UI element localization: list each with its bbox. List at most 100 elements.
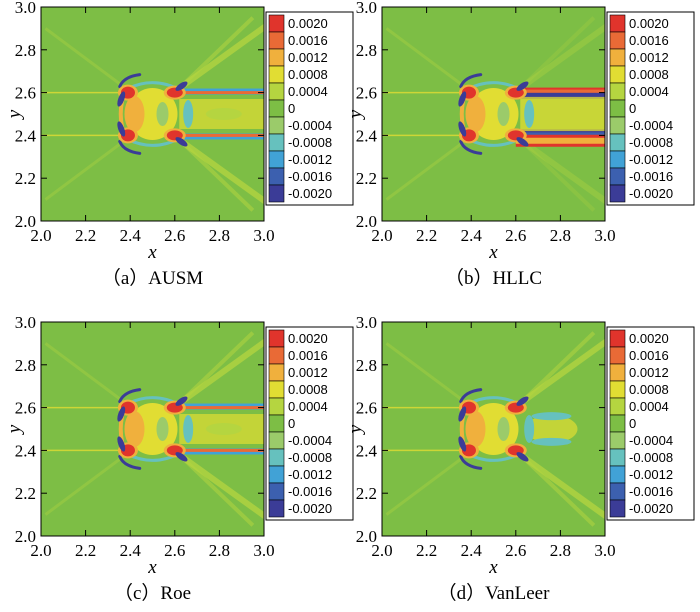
wake-band [515, 92, 605, 99]
colorbar: 0.0020 0.0016 0.0012 0.0008 0.0004 0 -0.0004 -0… [265, 11, 354, 206]
colorbar-swatch [268, 14, 285, 33]
y-tick-label: 2.2 [15, 484, 36, 503]
colorbar-label: 0.0012 [629, 365, 669, 380]
colorbar-swatch [609, 150, 626, 169]
cold-spot [458, 436, 467, 452]
plot-frame [381, 321, 606, 537]
x-tick-label: 3.0 [594, 226, 615, 245]
x-axis-label: x [147, 557, 157, 578]
wave-band [44, 453, 127, 516]
colorbar-label: 0.0008 [629, 67, 669, 82]
colorbar-label: 0.0012 [288, 50, 328, 65]
x-tick-label: 2.8 [550, 226, 571, 245]
x-tick-label: 2.0 [30, 541, 51, 560]
wake-spot [205, 108, 242, 120]
colorbar-label: 0 [629, 101, 636, 116]
colorbar-label: -0.0020 [288, 501, 332, 516]
colorbar-swatch [268, 65, 285, 84]
cylinder-right-lobe [156, 417, 169, 441]
y-tick-label: 2.8 [15, 41, 36, 60]
colorbar-swatch [268, 431, 285, 450]
cold-spot [516, 452, 529, 462]
wave-band [385, 27, 468, 90]
cold-spot [458, 121, 467, 137]
trailing-blue [524, 100, 535, 128]
cold-spot [117, 406, 126, 422]
wave-band [518, 452, 605, 520]
trailing-blue [524, 415, 535, 443]
colorbar-swatch [268, 482, 285, 501]
cold-spot [175, 137, 188, 147]
colorbar-label: -0.0008 [629, 135, 673, 150]
colorbar-swatch [609, 482, 626, 501]
x-tick-label: 2.8 [550, 541, 571, 560]
colorbar-label: 0.0020 [288, 331, 328, 346]
colorbar-swatch [268, 448, 285, 467]
panel-b: 2.0 2.2 2.4 2.6 2.8 3.0 2.0 2.2 2.4 2.6 2.8 3.0 x y 0.… [345, 0, 695, 289]
wave-band [177, 137, 264, 205]
colorbar-label: -0.0012 [629, 467, 673, 482]
colorbar-swatch [609, 48, 626, 67]
y-axis-label: y [345, 109, 366, 120]
y-tick-label: 2.2 [356, 169, 377, 188]
x-tick-label: 2.4 [120, 541, 142, 560]
colorbar-swatch [609, 329, 626, 348]
y-axis-label: y [345, 424, 366, 435]
cold-spot [516, 396, 529, 406]
wave-band [177, 452, 264, 520]
panel-c: 2.0 2.2 2.4 2.6 2.8 3.0 2.0 2.2 2.4 2.6 2.8 3.0 x y 0.… [4, 313, 354, 604]
colorbar-label: -0.0016 [629, 484, 673, 499]
colorbar-swatch [268, 150, 285, 169]
colorbar-label: 0.0020 [288, 16, 328, 31]
colorbar-swatch [268, 346, 285, 365]
colorbar-swatch [609, 99, 626, 118]
shock-arc [118, 73, 142, 89]
colorbar-swatch [609, 184, 626, 203]
colorbar-swatch [268, 116, 285, 135]
y-tick-label: 2.2 [15, 169, 36, 188]
colorbar-label: -0.0020 [629, 501, 673, 516]
y-tick-label: 2.0 [15, 212, 36, 231]
colorbar-label: 0 [288, 416, 295, 431]
colorbar-label: -0.0008 [288, 450, 332, 465]
x-tick-label: 2.6 [164, 541, 185, 560]
y-tick-label: 2.8 [356, 41, 377, 60]
cold-spot [516, 137, 529, 147]
x-tick-label: 2.8 [209, 226, 230, 245]
x-tick-label: 3.0 [253, 541, 274, 560]
wake-band [174, 406, 264, 410]
colorbar-label: 0.0016 [288, 348, 328, 363]
panel-d: 2.0 2.2 2.4 2.6 2.8 3.0 2.0 2.2 2.4 2.6 2.8 3.0 x y 0.… [345, 313, 695, 604]
colorbar: 0.0020 0.0016 0.0012 0.0008 0.0004 0 -0.0004 -0… [606, 11, 695, 206]
cold-spot [175, 396, 188, 406]
colorbar-swatch [268, 397, 285, 416]
colorbar-swatch [268, 99, 285, 118]
colorbar-swatch [268, 184, 285, 203]
plot-frame [40, 6, 265, 222]
y-tick-label: 2.4 [15, 441, 37, 460]
colorbar-label: 0 [288, 101, 295, 116]
x-tick-label: 2.2 [75, 541, 96, 560]
colorbar-label: -0.0012 [288, 467, 332, 482]
colorbar-label: 0.0012 [629, 50, 669, 65]
x-tick-label: 2.2 [416, 541, 437, 560]
colorbar-label: 0 [629, 416, 636, 431]
colorbar-swatch [609, 65, 626, 84]
x-tick-label: 3.0 [594, 541, 615, 560]
y-tick-label: 2.0 [356, 527, 377, 546]
y-tick-label: 3.0 [15, 313, 36, 332]
y-tick-label: 2.2 [356, 484, 377, 503]
x-tick-label: 2.8 [209, 541, 230, 560]
wave-band [518, 23, 605, 91]
contour-plot [382, 322, 605, 536]
colorbar-label: -0.0012 [629, 152, 673, 167]
x-tick-label: 2.0 [371, 541, 392, 560]
wave-band [177, 23, 264, 91]
y-tick-label: 2.0 [356, 212, 377, 231]
colorbar-swatch [609, 397, 626, 416]
colorbar-label: 0.0016 [629, 348, 669, 363]
y-axis-label: y [4, 424, 25, 435]
colorbar: 0.0020 0.0016 0.0012 0.0008 0.0004 0 -0.0004 -0… [265, 326, 354, 521]
y-tick-label: 2.8 [15, 356, 36, 375]
